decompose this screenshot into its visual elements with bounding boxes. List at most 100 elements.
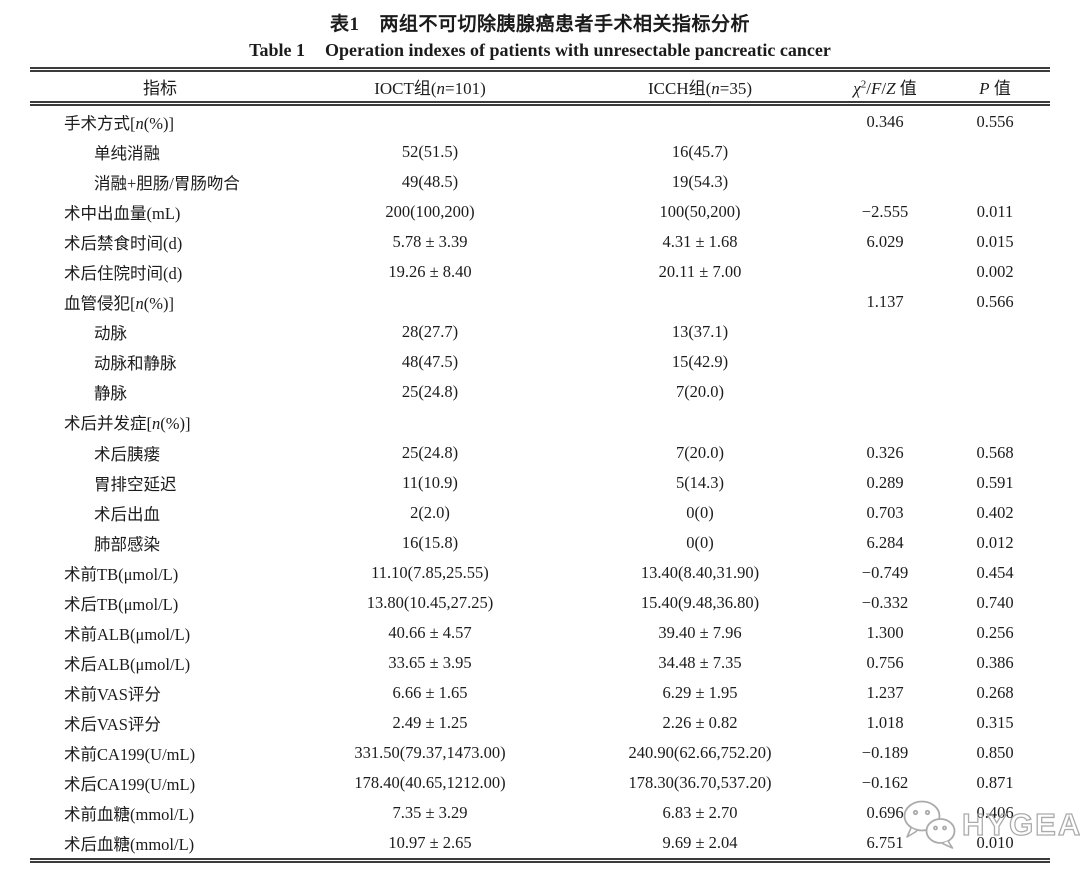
pvalue-cell: 0.591 bbox=[976, 472, 1014, 492]
row-indicator-label: 动脉 bbox=[94, 324, 127, 344]
table-row: 单纯消融 52(51.5) 16(45.7) bbox=[30, 137, 1050, 167]
row-indicator-label: 术后出血 bbox=[94, 504, 160, 524]
pvalue-cell: 0.011 bbox=[976, 202, 1014, 222]
table-row: 术后TB(μmol/L) 13.80(10.45,27.25) 15.40(9.48… bbox=[30, 588, 1050, 618]
table-row: 血管侵犯[n(%)] 1.137 0.566 bbox=[30, 287, 1050, 317]
statistic-value-cell: −0.189 bbox=[861, 743, 909, 762]
table-row: 术前血糖(mmol/L) 7.35 ± 3.29 6.83 ± 2.70 0.696 0… bbox=[30, 798, 1050, 828]
table-row: 术前ALB(μmol/L) 40.66 ± 4.57 39.40 ± 7.96 1.3… bbox=[30, 618, 1050, 648]
data-table: 指标 IOCT组(n=101) ICCH组(n=35) χ2/F/Z 值 P 值… bbox=[30, 67, 1050, 864]
table-body: 手术方式[n(%)] 0.346 0.556 单纯消融 52(51.5) 16(45.7)… bbox=[30, 106, 1050, 864]
table-row: 术后CA199(U/mL) 178.40(40.65,1212.00) 178.30… bbox=[30, 768, 1050, 798]
ioct-value-cell: 200(100,200) bbox=[385, 202, 475, 222]
table-title-zh-text: 两组不可切除胰腺癌患者手术相关指标分析 bbox=[379, 14, 751, 35]
statistic-value-cell: 0.756 bbox=[866, 652, 904, 672]
table-title-en-text: Operation indexes of patients with unres… bbox=[325, 40, 831, 60]
row-indicator-label: 术后禁食时间(d) bbox=[64, 234, 183, 254]
row-indicator-label: 单纯消融 bbox=[94, 144, 160, 164]
statistic-value-cell: 6.029 bbox=[866, 232, 904, 252]
table-row: 肺部感染 16(15.8) 0(0) 6.284 0.012 bbox=[30, 528, 1050, 558]
icch-value-cell: 13(37.1) bbox=[671, 322, 729, 342]
table-row: 术后VAS评分 2.49 ± 1.25 2.26 ± 0.82 1.018 0.315 bbox=[30, 708, 1050, 738]
row-indicator-label: 血管侵犯[n(%)] bbox=[64, 294, 174, 314]
z-symbol: Z bbox=[886, 79, 896, 98]
ioct-value-cell: 49(48.5) bbox=[401, 172, 459, 192]
icch-value-cell: 15.40(9.48,36.80) bbox=[640, 592, 760, 612]
ioct-value-cell: 33.65 ± 3.95 bbox=[388, 652, 472, 672]
pvalue-cell: 0.850 bbox=[976, 743, 1014, 762]
table-row: 静脉 25(24.8) 7(20.0) bbox=[30, 377, 1050, 407]
ioct-value-cell: 48(47.5) bbox=[401, 352, 459, 372]
icch-value-cell: 178.30(36.70,537.20) bbox=[628, 773, 772, 793]
ioct-value-cell: 19.26 ± 8.40 bbox=[388, 262, 472, 282]
ioct-value-cell: 25(24.8) bbox=[401, 382, 459, 402]
row-indicator-label: 胃排空延迟 bbox=[94, 474, 177, 494]
ioct-value-cell: 10.97 ± 2.65 bbox=[388, 833, 472, 853]
pvalue-cell: 0.268 bbox=[976, 682, 1014, 702]
table-title-en: Table 1 Operation indexes of patients wit… bbox=[0, 40, 1080, 61]
ioct-value-cell: 331.50(79.37,1473.00) bbox=[354, 743, 506, 762]
icch-value-cell: 9.69 ± 2.04 bbox=[662, 833, 738, 853]
statistic-value-cell: −0.749 bbox=[861, 562, 909, 582]
row-indicator-label: 消融+胆肠/胃肠吻合 bbox=[94, 174, 240, 194]
icch-header-prefix: ICCH组( bbox=[647, 79, 712, 98]
icch-value-cell: 19(54.3) bbox=[671, 172, 729, 192]
ioct-header-prefix: IOCT组( bbox=[374, 79, 437, 98]
row-indicator-label: 术后并发症[n(%)] bbox=[64, 414, 191, 434]
ioct-value-cell: 2.49 ± 1.25 bbox=[392, 712, 468, 732]
column-header-statistic: χ2/F/Z 值 bbox=[830, 74, 940, 99]
icch-value-cell: 2.26 ± 0.82 bbox=[662, 712, 738, 732]
table-row: 术前VAS评分 6.66 ± 1.65 6.29 ± 1.95 1.237 0.268 bbox=[30, 678, 1050, 708]
icch-value-cell: 34.48 ± 7.35 bbox=[658, 652, 742, 672]
statistic-value-cell: −0.162 bbox=[861, 773, 909, 793]
row-indicator-label: 术中出血量(mL) bbox=[64, 204, 181, 224]
column-header-pvalue: P 值 bbox=[940, 74, 1050, 99]
ioct-value-cell: 5.78 ± 3.39 bbox=[392, 232, 468, 252]
statistic-value-cell: 0.696 bbox=[866, 803, 904, 823]
statistic-value-cell: 6.751 bbox=[866, 833, 904, 853]
icch-value-cell: 16(45.7) bbox=[671, 142, 729, 162]
icch-value-cell: 0(0) bbox=[686, 502, 714, 522]
table-row: 术中出血量(mL) 200(100,200) 100(50,200) −2.555 0.… bbox=[30, 197, 1050, 227]
row-indicator-label: 动脉和静脉 bbox=[94, 354, 177, 374]
pvalue-cell: 0.556 bbox=[976, 112, 1014, 132]
table-header-row: 指标 IOCT组(n=101) ICCH组(n=35) χ2/F/Z 值 P 值 bbox=[30, 67, 1050, 106]
row-indicator-label: 术后CA199(U/mL) bbox=[64, 775, 196, 795]
row-indicator-label: 术后ALB(μmol/L) bbox=[64, 654, 191, 674]
icch-value-cell: 6.83 ± 2.70 bbox=[662, 803, 738, 823]
icch-value-cell: 4.31 ± 1.68 bbox=[662, 232, 738, 252]
table-row: 术后出血 2(2.0) 0(0) 0.703 0.402 bbox=[30, 498, 1050, 528]
icch-value-cell: 5(14.3) bbox=[675, 472, 725, 492]
icch-value-cell: 100(50,200) bbox=[659, 202, 741, 222]
statistic-value-cell: 6.284 bbox=[866, 532, 904, 552]
icch-header-suffix: =35) bbox=[719, 79, 753, 98]
table-row: 动脉和静脉 48(47.5) 15(42.9) bbox=[30, 347, 1050, 377]
ioct-value-cell: 7.35 ± 3.29 bbox=[392, 803, 468, 823]
row-indicator-label: 术前VAS评分 bbox=[64, 684, 161, 704]
column-header-indicator: 指标 bbox=[143, 79, 177, 98]
row-indicator-label: 术后住院时间(d) bbox=[64, 264, 183, 284]
row-indicator-label: 术前ALB(μmol/L) bbox=[64, 624, 191, 644]
ioct-header-suffix: =101) bbox=[445, 79, 486, 98]
row-indicator-label: 术后TB(μmol/L) bbox=[64, 594, 179, 614]
ioct-value-cell: 2(2.0) bbox=[410, 502, 450, 522]
ioct-value-cell: 13.80(10.45,27.25) bbox=[366, 592, 494, 612]
stat-separator: / bbox=[866, 79, 871, 98]
ioct-value-cell: 28(27.7) bbox=[401, 322, 459, 342]
pvalue-cell: 0.402 bbox=[976, 502, 1014, 522]
pvalue-cell: 0.386 bbox=[976, 652, 1014, 672]
row-indicator-label: 术前血糖(mmol/L) bbox=[64, 805, 195, 825]
table-number-zh: 表1 bbox=[329, 14, 360, 35]
table-row: 手术方式[n(%)] 0.346 0.556 bbox=[30, 107, 1050, 137]
icch-value-cell: 240.90(62.66,752.20) bbox=[628, 743, 772, 762]
chi-superscript: 2 bbox=[860, 78, 867, 91]
column-header-ioct-group: IOCT组(n=101) bbox=[290, 74, 570, 99]
table-row: 术前CA199(U/mL) 331.50(79.37,1473.00) 240.90… bbox=[30, 738, 1050, 768]
icch-value-cell: 0(0) bbox=[686, 532, 714, 552]
ioct-value-cell: 25(24.8) bbox=[401, 442, 459, 462]
ioct-value-cell: 11(10.9) bbox=[402, 472, 458, 492]
table-row: 术后ALB(μmol/L) 33.65 ± 3.95 34.48 ± 7.35 0.7… bbox=[30, 648, 1050, 678]
icch-header-n: n bbox=[711, 79, 720, 98]
pvalue-cell: 0.015 bbox=[976, 232, 1014, 252]
